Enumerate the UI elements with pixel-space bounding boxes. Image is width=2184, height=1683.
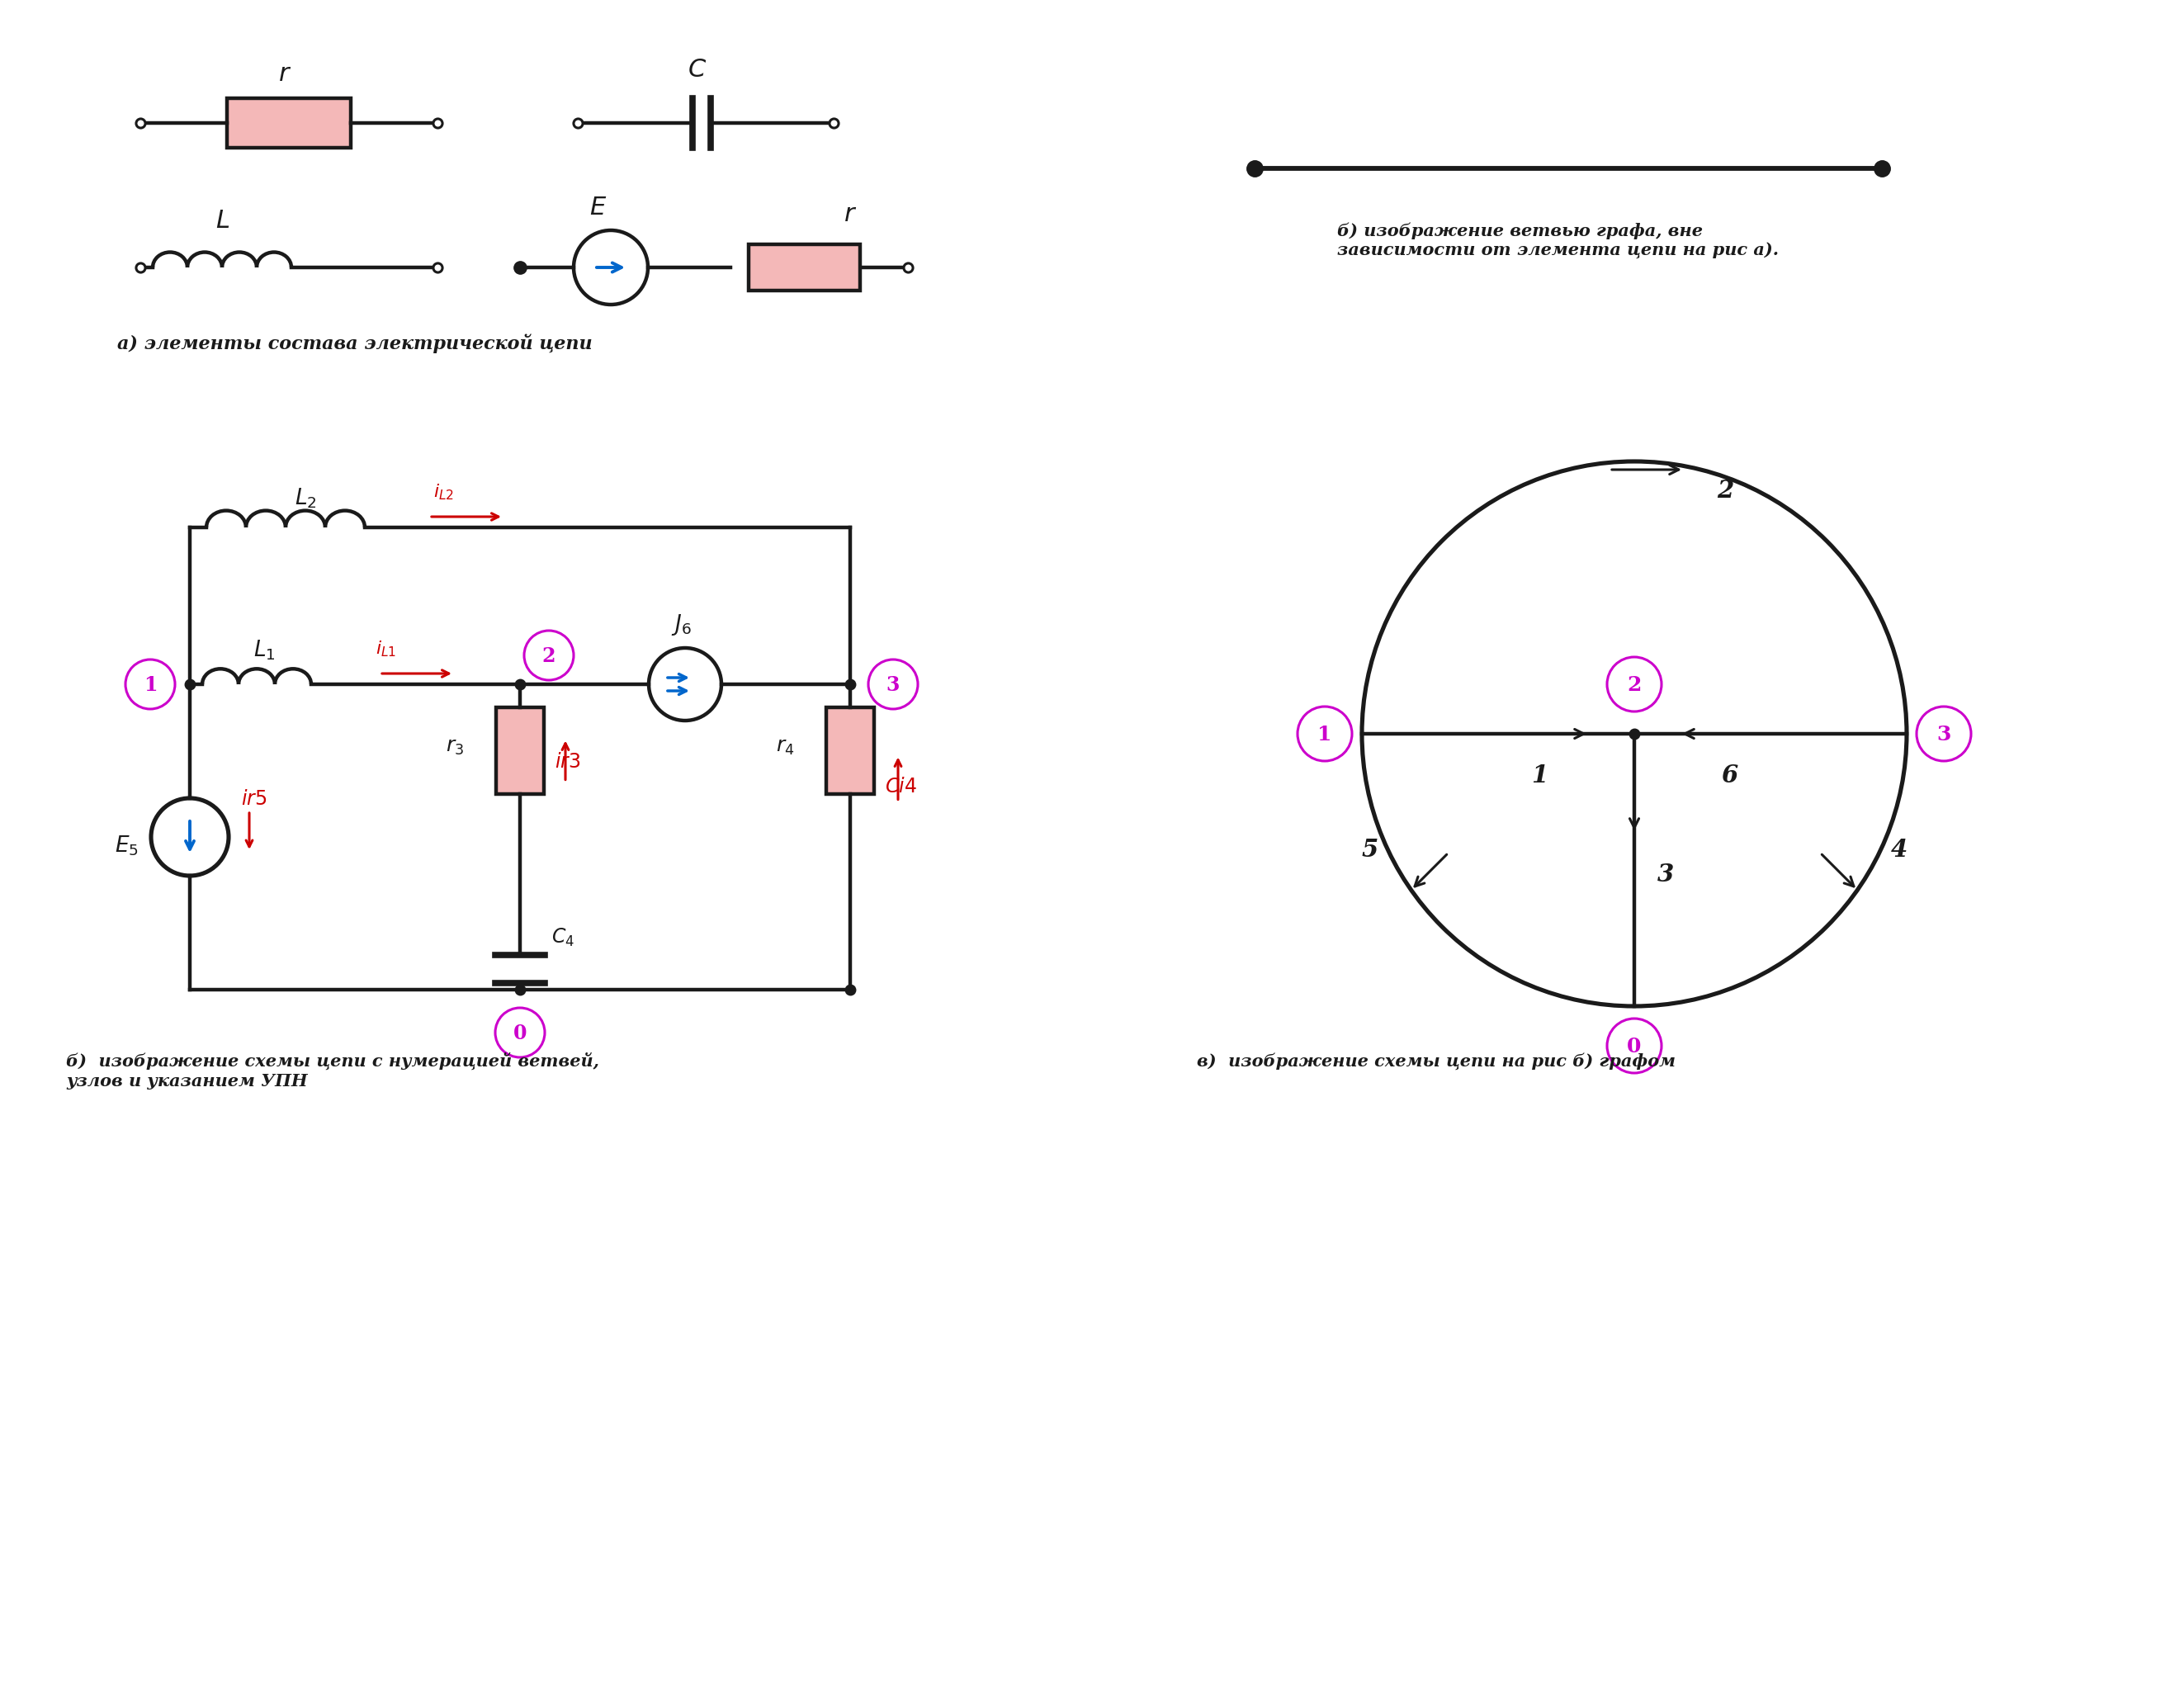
- Circle shape: [124, 660, 175, 710]
- Text: $E_5$: $E_5$: [116, 833, 138, 857]
- Circle shape: [524, 631, 574, 680]
- Text: $r$: $r$: [843, 202, 856, 227]
- Text: $ir5$: $ir5$: [240, 789, 266, 808]
- Text: 1: 1: [144, 675, 157, 695]
- Text: 4: 4: [1891, 836, 1907, 862]
- Circle shape: [1918, 707, 1970, 761]
- Text: $L$: $L$: [216, 209, 229, 234]
- Text: $C_4$: $C_4$: [550, 926, 574, 948]
- Text: 2: 2: [542, 646, 555, 666]
- Bar: [826, 709, 874, 794]
- Text: $\mathit{i_{L2}}$: $\mathit{i_{L2}}$: [432, 481, 454, 502]
- Text: в)  изображение схемы цепи на рис б) графом: в) изображение схемы цепи на рис б) граф…: [1197, 1052, 1675, 1069]
- Text: 1: 1: [1531, 762, 1548, 788]
- Text: б)  изображение схемы цепи с нумерацией ветвей,
узлов и указанием УПН: б) изображение схемы цепи с нумерацией в…: [66, 1052, 598, 1089]
- Text: $\mathit{i_{L1}}$: $\mathit{i_{L1}}$: [376, 640, 395, 658]
- Bar: [496, 709, 544, 794]
- Text: $r_4$: $r_4$: [775, 737, 795, 757]
- Text: 1: 1: [1317, 724, 1332, 744]
- Text: $J_6$: $J_6$: [670, 613, 690, 636]
- Text: а) элементы состава электрической цепи: а) элементы состава электрической цепи: [118, 335, 592, 353]
- Text: $C$: $C$: [688, 57, 708, 82]
- Text: 2: 2: [1627, 675, 1642, 695]
- Text: 3: 3: [887, 675, 900, 695]
- Text: $L_1$: $L_1$: [253, 638, 275, 661]
- Text: 0: 0: [1627, 1037, 1642, 1055]
- Text: 3: 3: [1658, 862, 1675, 887]
- Text: 0: 0: [513, 1023, 526, 1043]
- Bar: [227, 99, 352, 148]
- Text: 5: 5: [1361, 836, 1378, 862]
- Circle shape: [574, 231, 649, 305]
- Text: $r$: $r$: [277, 61, 290, 86]
- Text: $r_3$: $r_3$: [446, 737, 463, 757]
- Circle shape: [1297, 707, 1352, 761]
- Text: $ir3$: $ir3$: [555, 752, 581, 772]
- Circle shape: [151, 799, 229, 877]
- Circle shape: [869, 660, 917, 710]
- Circle shape: [649, 648, 721, 720]
- Bar: [749, 246, 860, 291]
- Text: б) изображение ветвью графа, вне
зависимости от элемента цепи на рис а).: б) изображение ветвью графа, вне зависим…: [1337, 222, 1778, 259]
- Text: $E$: $E$: [590, 195, 607, 220]
- Text: 6: 6: [1721, 762, 1738, 788]
- Circle shape: [496, 1008, 544, 1057]
- Text: $L_2$: $L_2$: [295, 486, 317, 510]
- Text: 3: 3: [1937, 724, 1950, 744]
- Circle shape: [1607, 1018, 1662, 1074]
- Circle shape: [1607, 658, 1662, 712]
- Text: $Ci4$: $Ci4$: [885, 778, 917, 796]
- Text: 2: 2: [1717, 480, 1734, 503]
